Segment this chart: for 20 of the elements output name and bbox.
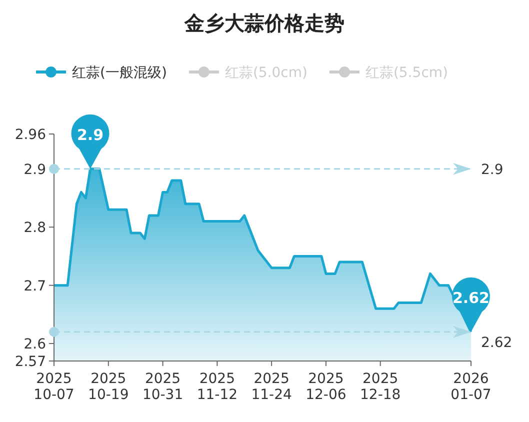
x-tick-label: 2025 10-19 bbox=[88, 371, 129, 403]
x-tick-label: 2025 10-07 bbox=[34, 371, 74, 403]
y-tick-label: 2.8 bbox=[24, 220, 46, 236]
x-tick-label: 2025 11-24 bbox=[251, 371, 292, 403]
ref-line-label: 2.9 bbox=[481, 162, 504, 178]
legend-label: 红蒜(一般混级) bbox=[72, 65, 167, 81]
x-tick-label: 2025 12-06 bbox=[306, 371, 346, 403]
y-tick-label: 2.57 bbox=[14, 354, 46, 370]
x-tick-label: 2025 11-12 bbox=[196, 371, 238, 403]
y-tick-label: 2.96 bbox=[14, 127, 46, 143]
x-tick-label: 2025 12-18 bbox=[360, 371, 401, 403]
x-tick-label: 2026 01-07 bbox=[450, 371, 492, 403]
annotation: 2.9 bbox=[76, 126, 104, 144]
ref-line-label: 2.62 bbox=[481, 334, 512, 351]
y-tick-label: 2.9 bbox=[24, 162, 46, 178]
chart-title: 金乡大蒜价格走势 bbox=[184, 11, 344, 35]
annotation: 2.62 bbox=[452, 288, 490, 307]
x-tick-label: 2025 10-31 bbox=[142, 371, 184, 403]
y-tick-label: 2.6 bbox=[24, 336, 46, 353]
y-tick-label: 2.7 bbox=[24, 278, 46, 294]
